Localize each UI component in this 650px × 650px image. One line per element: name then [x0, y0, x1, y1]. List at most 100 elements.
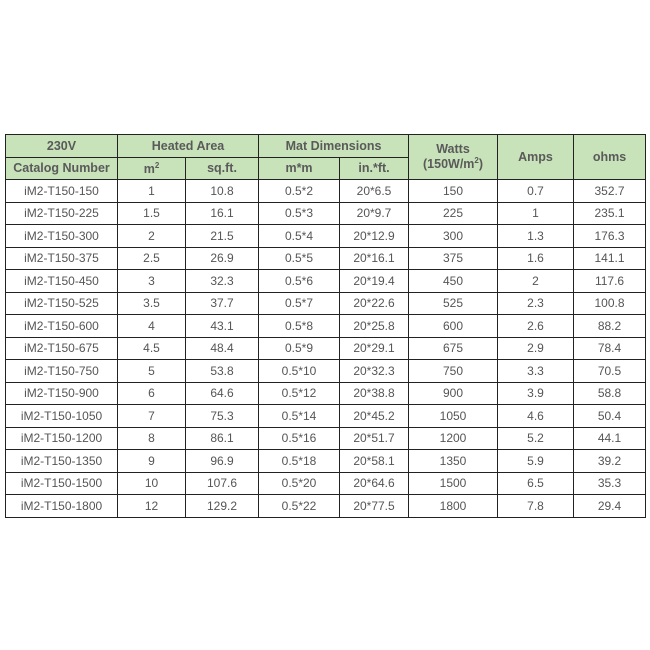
table-row: iM2-T150-1050 7 75.3 0.5*14 20*45.2 1050 4.6 50… — [5, 404, 647, 428]
m2-header: m2 — [117, 156, 186, 180]
dim-mm-cell: 0.5*14 — [258, 404, 340, 428]
area-m2-cell: 12 — [117, 494, 186, 518]
area-m2-cell: 6 — [117, 381, 186, 405]
area-sqft-cell: 53.8 — [185, 359, 259, 383]
area-m2-cell: 8 — [117, 426, 186, 450]
watts-cell: 750 — [408, 359, 499, 383]
dim-inft-cell: 20*45.2 — [338, 404, 410, 428]
ohms-cell: 117.6 — [573, 269, 647, 293]
table-row: iM2-T150-1800 12 129.2 0.5*22 20*77.5 1800 7.8… — [5, 494, 647, 518]
watts-unit-end: ) — [478, 157, 484, 172]
dim-inft-cell: 20*51.7 — [338, 426, 410, 450]
area-sqft-cell: 96.9 — [185, 449, 259, 473]
amps-cell: 2.9 — [497, 336, 575, 360]
ohms-cell: 100.8 — [573, 291, 647, 315]
area-sqft-cell: 86.1 — [185, 426, 259, 450]
table-row: iM2-T150-675 4.5 48.4 0.5*9 20*29.1 675 2.9 78.… — [5, 336, 647, 360]
dim-mm-cell: 0.5*16 — [258, 426, 340, 450]
catalog-number-cell: iM2-T150-1200 — [5, 426, 118, 450]
ohms-cell: 78.4 — [573, 336, 647, 360]
dim-mm-cell: 0.5*22 — [258, 494, 340, 518]
ohms-cell: 29.4 — [573, 494, 647, 518]
dim-inft-cell: 20*19.4 — [338, 269, 410, 293]
watts-unit-sup: 2 — [474, 156, 479, 166]
catalog-number-cell: iM2-T150-1800 — [5, 494, 118, 518]
area-sqft-cell: 43.1 — [185, 314, 259, 338]
ohms-cell: 70.5 — [573, 359, 647, 383]
ohms-cell: 44.1 — [573, 426, 647, 450]
dim-inft-cell: 20*32.3 — [338, 359, 410, 383]
ohms-cell: 88.2 — [573, 314, 647, 338]
watts-header: Watts (150W/m2) — [408, 134, 499, 180]
dim-inft-cell: 20*22.6 — [338, 291, 410, 315]
dim-mm-cell: 0.5*20 — [258, 471, 340, 495]
ohms-cell: 176.3 — [573, 224, 647, 248]
heated-area-header: Heated Area — [117, 134, 259, 158]
catalog-number-cell: iM2-T150-300 — [5, 224, 118, 248]
catalog-number-cell: iM2-T150-375 — [5, 246, 118, 270]
dim-mm-cell: 0.5*10 — [258, 359, 340, 383]
amps-cell: 3.3 — [497, 359, 575, 383]
area-m2-cell: 7 — [117, 404, 186, 428]
amps-cell: 2.6 — [497, 314, 575, 338]
dim-inft-cell: 20*12.9 — [338, 224, 410, 248]
ohms-header: ohms — [573, 134, 647, 180]
catalog-number-cell: iM2-T150-750 — [5, 359, 118, 383]
mat-dimensions-header: Mat Dimensions — [257, 134, 410, 158]
area-sqft-cell: 16.1 — [185, 201, 259, 225]
table-row: iM2-T150-225 1.5 16.1 0.5*3 20*9.7 225 1 235.1 — [5, 201, 647, 225]
table-row: iM2-T150-750 5 53.8 0.5*10 20*32.3 750 3.3 70.5 — [5, 359, 647, 383]
ohms-cell: 235.1 — [573, 201, 647, 225]
amps-cell: 5.9 — [497, 449, 575, 473]
dim-mm-cell: 0.5*4 — [258, 224, 340, 248]
voltage-header: 230V — [5, 134, 118, 158]
dim-mm-cell: 0.5*9 — [258, 336, 340, 360]
watts-cell: 300 — [408, 224, 499, 248]
watts-label: Watts — [436, 142, 470, 157]
amps-cell: 1.6 — [497, 246, 575, 270]
area-m2-cell: 5 — [117, 359, 186, 383]
watts-cell: 1350 — [408, 449, 499, 473]
dim-mm-cell: 0.5*12 — [258, 381, 340, 405]
area-sqft-cell: 37.7 — [185, 291, 259, 315]
ohms-cell: 58.8 — [573, 381, 647, 405]
amps-cell: 5.2 — [497, 426, 575, 450]
dim-inft-cell: 20*64.6 — [338, 471, 410, 495]
table-row: iM2-T150-600 4 43.1 0.5*8 20*25.8 600 2.6 88.2 — [5, 314, 647, 338]
m2-sup: 2 — [154, 160, 160, 170]
watts-cell: 1050 — [408, 404, 499, 428]
dim-mm-cell: 0.5*3 — [258, 201, 340, 225]
dim-mm-cell: 0.5*7 — [258, 291, 340, 315]
dim-inft-cell: 20*58.1 — [338, 449, 410, 473]
area-sqft-cell: 21.5 — [185, 224, 259, 248]
watts-cell: 450 — [408, 269, 499, 293]
table-row: iM2-T150-300 2 21.5 0.5*4 20*12.9 300 1.3 176.3 — [5, 224, 647, 248]
catalog-number-header: Catalog Number — [5, 156, 118, 180]
area-sqft-cell: 32.3 — [185, 269, 259, 293]
watts-cell: 1200 — [408, 426, 499, 450]
area-m2-cell: 10 — [117, 471, 186, 495]
dim-inft-cell: 20*9.7 — [338, 201, 410, 225]
watts-cell: 525 — [408, 291, 499, 315]
product-spec-table: 230V Heated Area Mat Dimensions Watts (1… — [5, 134, 647, 518]
dim-inft-cell: 20*38.8 — [338, 381, 410, 405]
table-row: iM2-T150-1500 10 107.6 0.5*20 20*64.6 1500 6.5… — [5, 471, 647, 495]
area-m2-cell: 9 — [117, 449, 186, 473]
area-sqft-cell: 64.6 — [185, 381, 259, 405]
dim-mm-cell: 0.5*6 — [258, 269, 340, 293]
dim-inft-cell: 20*16.1 — [338, 246, 410, 270]
catalog-number-cell: iM2-T150-1350 — [5, 449, 118, 473]
ohms-cell: 35.3 — [573, 471, 647, 495]
amps-cell: 2 — [497, 269, 575, 293]
catalog-number-cell: iM2-T150-1500 — [5, 471, 118, 495]
area-m2-cell: 1 — [117, 179, 186, 203]
dim-inft-cell: 20*77.5 — [338, 494, 410, 518]
watts-cell: 900 — [408, 381, 499, 405]
mm-header: m*m — [258, 156, 340, 180]
table-row: iM2-T150-900 6 64.6 0.5*12 20*38.8 900 3.9 58.8 — [5, 381, 647, 405]
watts-cell: 150 — [408, 179, 499, 203]
watts-cell: 600 — [408, 314, 499, 338]
dim-inft-cell: 20*29.1 — [338, 336, 410, 360]
watts-unit: (150W/m — [423, 157, 475, 172]
amps-cell: 0.7 — [497, 179, 575, 203]
